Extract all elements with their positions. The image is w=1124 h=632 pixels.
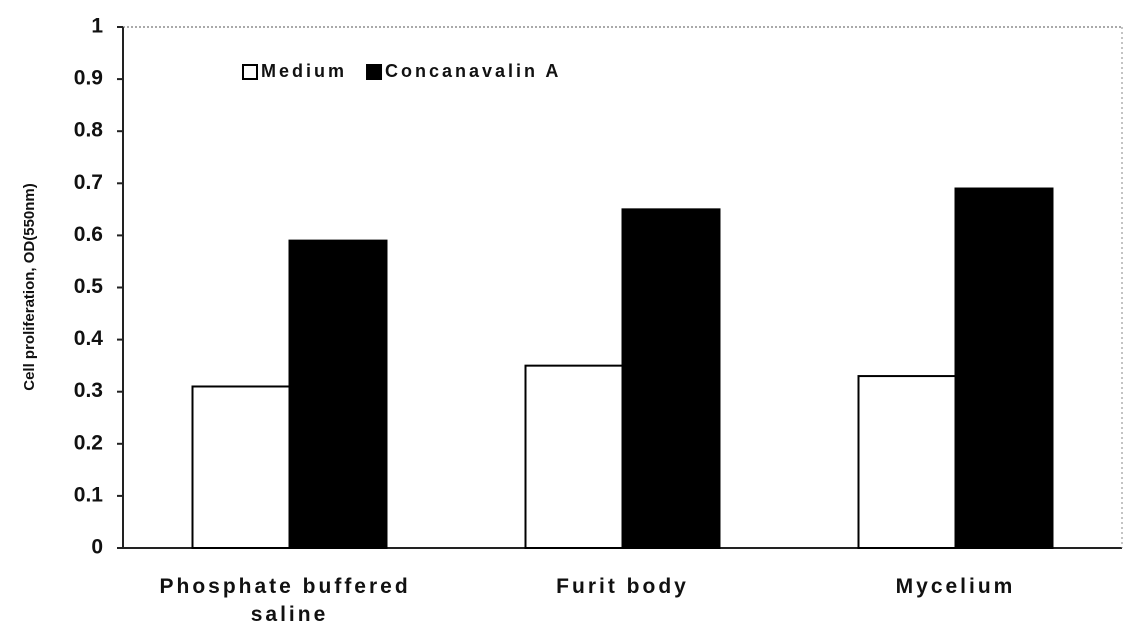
- y-tick-label: 0.6: [74, 223, 103, 246]
- y-tick-label: 0.2: [74, 431, 103, 454]
- bar: [288, 239, 388, 550]
- y-tick-label: 0.3: [74, 379, 103, 402]
- y-axis-label: Cell proliferation, OD(550nm): [21, 183, 38, 391]
- bar: [524, 364, 624, 549]
- x-tick-label: Furit body: [556, 575, 689, 598]
- y-tick-label: 0.7: [74, 171, 103, 194]
- bar: [621, 208, 721, 549]
- y-tick-label: 0.5: [74, 275, 104, 298]
- y-tick-label: 0: [91, 536, 103, 559]
- x-tick-label: Phosphate buffered saline: [159, 575, 419, 626]
- y-tick-label: 0.8: [74, 119, 104, 142]
- y-tick-label: 0.4: [74, 327, 104, 350]
- legend-label: Medium: [261, 61, 347, 81]
- legend-swatch: [366, 64, 383, 80]
- y-tick-label: 0.1: [74, 483, 104, 506]
- legend-label: Concanavalin A: [385, 61, 561, 81]
- legend-swatch: [242, 64, 258, 80]
- y-tick-label: 0.9: [74, 67, 103, 90]
- bar: [954, 187, 1054, 549]
- bar: [857, 375, 957, 549]
- y-tick-label: 1: [91, 15, 103, 38]
- x-tick-label: Mycelium: [896, 575, 1016, 598]
- bar: [191, 385, 291, 549]
